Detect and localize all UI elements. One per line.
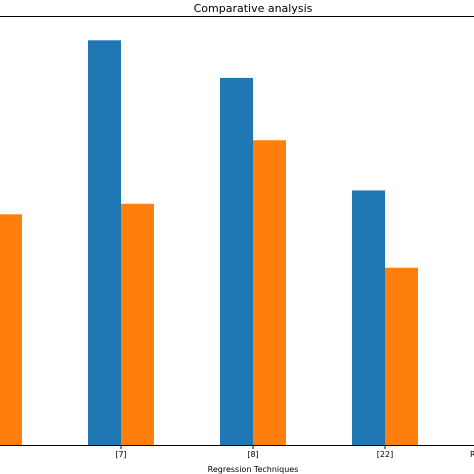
chart-title: Comparative analysis <box>194 2 313 15</box>
x-tick-label-3: [8] <box>247 450 258 459</box>
bar-series2-2 <box>121 203 154 445</box>
bar-series2-1 <box>0 214 22 445</box>
x-tick-label-4: [22] <box>377 450 393 459</box>
bar-series1-3 <box>220 77 253 446</box>
x-axis-label: Regression Techniques <box>208 465 299 474</box>
bar-series2-3 <box>253 140 286 445</box>
bar-series2-4 <box>385 267 418 445</box>
bar-series1-4 <box>352 190 385 445</box>
x-tick-label-partial: R <box>470 450 474 459</box>
bar-series1-2 <box>88 40 121 445</box>
bars-layer <box>0 40 418 446</box>
x-tick-label-2: [7] <box>115 450 126 459</box>
x-ticks-layer: [7] [8] [22] <box>115 445 393 459</box>
